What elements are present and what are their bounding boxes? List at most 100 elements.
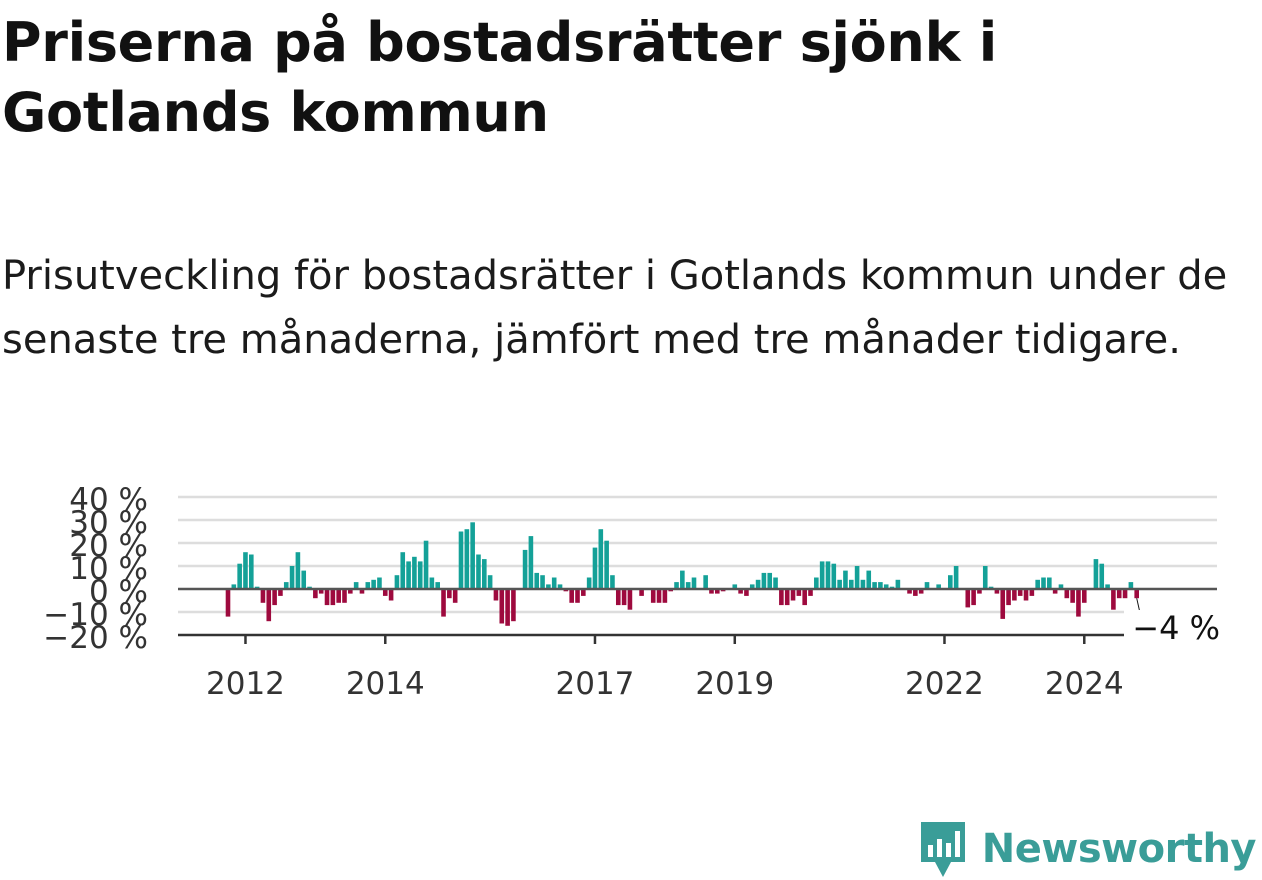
bar bbox=[452, 589, 458, 603]
bar bbox=[982, 566, 988, 589]
bar bbox=[359, 589, 365, 594]
bar bbox=[330, 589, 336, 606]
bar bbox=[802, 589, 807, 606]
bar bbox=[936, 584, 941, 589]
bar bbox=[971, 589, 976, 606]
bar bbox=[377, 577, 382, 589]
bar bbox=[767, 572, 773, 589]
bar bbox=[557, 584, 563, 589]
bar bbox=[749, 584, 755, 589]
bar bbox=[569, 589, 574, 603]
bar bbox=[994, 589, 1000, 594]
brand-name: Newsworthy bbox=[981, 826, 1257, 872]
bar bbox=[243, 552, 248, 589]
bar bbox=[458, 531, 464, 589]
bar bbox=[715, 589, 720, 594]
x-tick-label: 2012 bbox=[206, 666, 285, 700]
bar bbox=[551, 577, 557, 589]
bar bbox=[1012, 589, 1017, 601]
bar bbox=[586, 577, 592, 589]
bar bbox=[907, 589, 912, 594]
x-tick-label: 2019 bbox=[695, 666, 774, 700]
bar bbox=[918, 589, 924, 594]
bar bbox=[604, 540, 609, 589]
bar bbox=[487, 575, 493, 589]
bar bbox=[249, 554, 254, 589]
bar bbox=[703, 575, 708, 589]
y-tick-label: −20 % bbox=[43, 620, 148, 656]
bar bbox=[1081, 589, 1087, 603]
bar bbox=[546, 584, 551, 589]
bar bbox=[1105, 584, 1110, 589]
bar bbox=[1099, 563, 1105, 589]
y-tick-label: 20 % bbox=[69, 528, 148, 564]
bar bbox=[854, 566, 860, 589]
bar bbox=[1134, 589, 1139, 599]
bar bbox=[843, 570, 848, 589]
logo-bar-4 bbox=[954, 831, 960, 857]
bar bbox=[417, 561, 423, 589]
bar bbox=[1116, 589, 1122, 599]
bar bbox=[796, 589, 802, 596]
bar bbox=[522, 549, 528, 589]
bar bbox=[324, 589, 330, 606]
bar bbox=[895, 579, 901, 589]
bar bbox=[260, 589, 266, 603]
y-tick-label: 10 % bbox=[69, 551, 148, 587]
last-value-annotation: −4 % bbox=[1132, 609, 1220, 647]
bar bbox=[680, 570, 685, 589]
bar bbox=[540, 575, 545, 589]
bar bbox=[1041, 577, 1046, 589]
newsworthy-logo-icon bbox=[920, 822, 965, 877]
bar bbox=[831, 563, 837, 589]
x-tick-label: 2014 bbox=[346, 666, 425, 700]
bar bbox=[493, 589, 499, 601]
annotation-background bbox=[1124, 610, 1222, 638]
bar bbox=[272, 589, 277, 606]
bar bbox=[225, 589, 231, 617]
x-tick-label: 2017 bbox=[556, 666, 635, 700]
bar-chart: −20 %−10 %0 %10 %20 %30 %40 % 2012 2014 201… bbox=[43, 482, 1222, 700]
bar bbox=[423, 540, 429, 589]
y-tick-label: −10 % bbox=[43, 597, 148, 633]
bar-series bbox=[225, 522, 1139, 626]
bar bbox=[965, 589, 971, 608]
bar bbox=[476, 554, 481, 589]
bar bbox=[1035, 579, 1040, 589]
bar bbox=[231, 584, 237, 589]
bar bbox=[441, 589, 446, 617]
bar bbox=[621, 589, 627, 606]
bar bbox=[581, 589, 586, 596]
x-tick-label: 2024 bbox=[1045, 666, 1124, 700]
bar bbox=[650, 589, 656, 603]
bar bbox=[278, 589, 283, 596]
bar bbox=[808, 589, 813, 596]
bar bbox=[819, 561, 825, 589]
bar bbox=[866, 570, 872, 589]
bar bbox=[744, 589, 749, 596]
bar bbox=[860, 579, 866, 589]
bar bbox=[482, 559, 487, 589]
bar bbox=[464, 529, 470, 589]
bar bbox=[779, 589, 784, 606]
bar bbox=[685, 582, 691, 589]
bar bbox=[295, 552, 301, 589]
bar bbox=[394, 575, 400, 589]
bar bbox=[429, 577, 435, 589]
bar bbox=[784, 589, 790, 606]
axes bbox=[178, 587, 1217, 644]
bar bbox=[656, 589, 662, 603]
logo-bar-3 bbox=[945, 843, 951, 857]
chart-subtitle: Prisutveckling för bostadsrätter i Gotla… bbox=[2, 253, 1228, 363]
bar bbox=[511, 589, 516, 622]
bar bbox=[872, 582, 877, 589]
bar bbox=[610, 575, 615, 589]
bar bbox=[266, 589, 272, 622]
bar bbox=[534, 572, 540, 589]
bar bbox=[837, 579, 842, 589]
bar bbox=[301, 570, 307, 589]
chart-title: Priserna på bostadsrätter sjönk i Gotlan… bbox=[2, 11, 997, 144]
bar bbox=[598, 529, 604, 589]
bar bbox=[1023, 589, 1029, 601]
bar bbox=[528, 536, 534, 589]
